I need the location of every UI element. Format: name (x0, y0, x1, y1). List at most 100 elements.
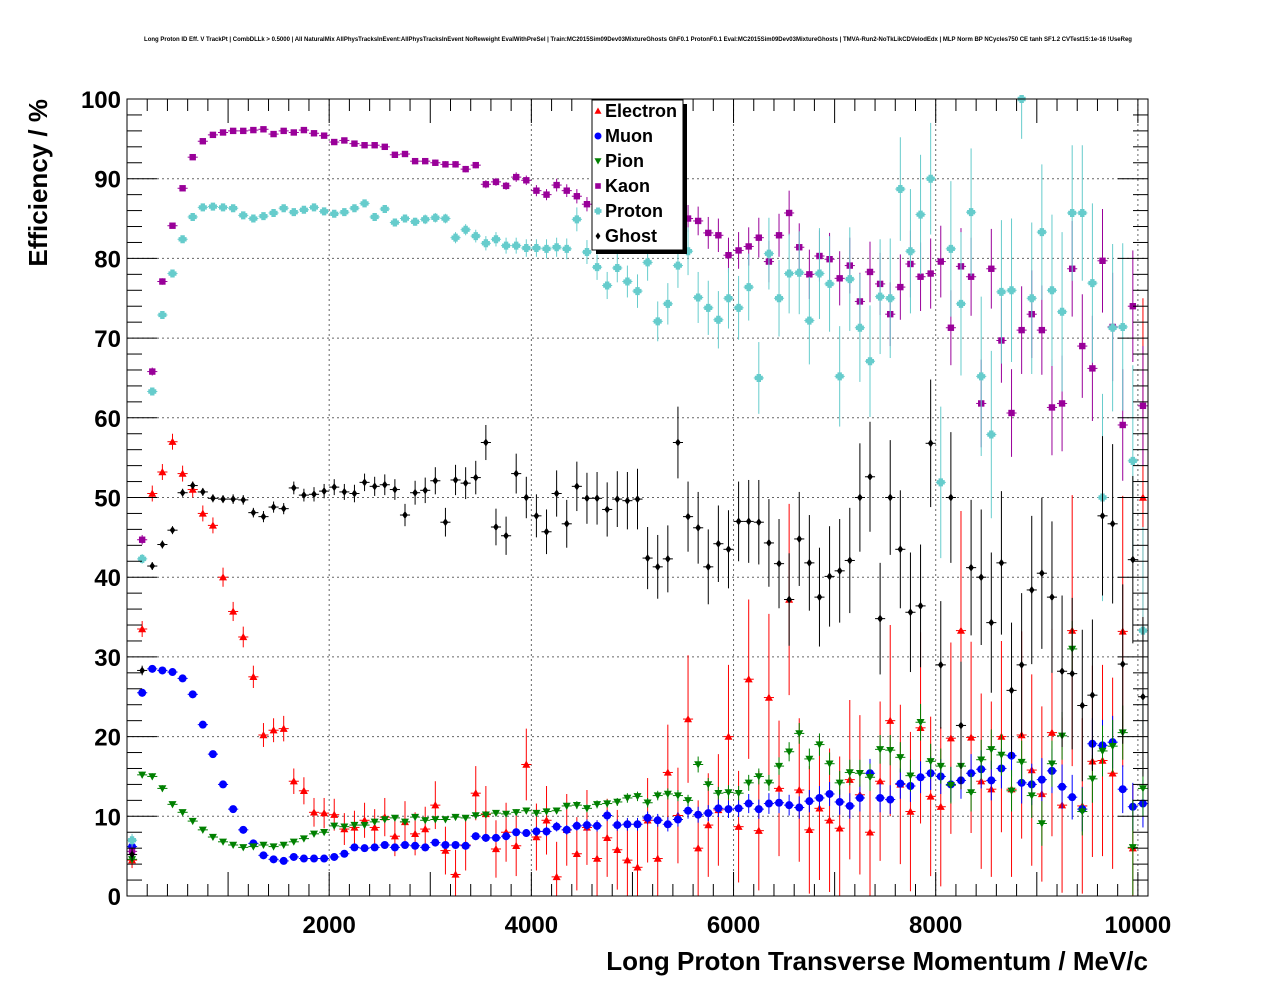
data-point (431, 816, 440, 824)
data-point (270, 130, 277, 138)
data-point (1089, 365, 1096, 372)
data-point (411, 841, 420, 850)
data-point (1108, 742, 1117, 751)
data-point (735, 517, 742, 526)
data-point (188, 690, 197, 699)
data-point (432, 159, 439, 166)
data-point (694, 810, 703, 819)
data-point (522, 829, 531, 838)
data-point (179, 185, 186, 192)
data-point (158, 467, 167, 476)
data-point (705, 562, 712, 571)
data-point (675, 438, 681, 447)
data-point (451, 233, 460, 242)
data-point (866, 268, 874, 276)
data-point (704, 821, 713, 829)
data-point (259, 851, 268, 860)
data-point (583, 201, 591, 208)
data-point (907, 608, 914, 617)
data-point (260, 512, 267, 521)
data-point (1018, 326, 1025, 334)
data-point (754, 826, 763, 834)
data-point (633, 793, 642, 801)
data-point (198, 720, 207, 729)
data-point (392, 485, 398, 494)
data-point (542, 816, 551, 824)
data-point (400, 818, 409, 826)
data-point (857, 493, 863, 502)
data-point (1007, 787, 1016, 795)
legend-label: Pion (605, 151, 644, 171)
data-point (593, 801, 602, 809)
data-point (786, 595, 792, 604)
data-point (624, 496, 631, 505)
data-point (1088, 775, 1097, 783)
data-point (391, 151, 399, 158)
y-tick-label: 10 (94, 804, 121, 831)
data-point (380, 816, 389, 824)
data-point (260, 126, 267, 133)
data-point (148, 773, 157, 781)
data-point (855, 770, 864, 778)
data-point (1047, 760, 1056, 768)
data-point (725, 545, 732, 554)
data-point (421, 817, 430, 825)
data-point (1119, 660, 1126, 669)
data-point (491, 844, 500, 853)
data-point (229, 841, 238, 849)
data-point (663, 299, 672, 308)
data-point (744, 779, 753, 787)
data-point (320, 809, 329, 817)
data-point (936, 762, 945, 771)
data-point (279, 204, 288, 213)
data-point (269, 726, 278, 734)
data-point (441, 816, 450, 824)
data-point (643, 799, 652, 807)
data-point (523, 493, 530, 502)
x-tick-label: 6000 (707, 912, 760, 939)
legend-entry-pion: Pion (594, 151, 644, 171)
data-point (572, 801, 581, 810)
data-point (694, 293, 703, 302)
data-point (896, 779, 905, 788)
data-point (694, 844, 703, 852)
data-point (845, 769, 854, 777)
data-point (876, 793, 885, 802)
data-point (1129, 303, 1137, 310)
data-series (127, 95, 1148, 896)
data-point (562, 825, 571, 834)
data-point (734, 303, 743, 312)
data-point (1027, 294, 1036, 303)
data-point (593, 263, 602, 272)
data-point (250, 126, 257, 134)
data-point (259, 212, 268, 221)
data-point (1058, 307, 1067, 316)
data-point (663, 768, 672, 776)
data-point (673, 261, 682, 270)
data-point (178, 235, 187, 244)
data-point (1088, 279, 1097, 288)
data-point (754, 773, 763, 781)
data-point (835, 824, 844, 832)
data-point (714, 315, 723, 324)
data-point (876, 777, 885, 785)
data-point (533, 511, 540, 520)
data-point (633, 863, 642, 871)
data-point (542, 244, 551, 253)
data-point (289, 208, 298, 217)
data-point (595, 183, 601, 189)
data-point (816, 593, 823, 602)
y-tick-label: 70 (94, 326, 121, 353)
data-point (714, 804, 723, 813)
data-point (714, 789, 723, 798)
data-point (178, 469, 187, 477)
data-point (613, 845, 622, 853)
data-point (603, 281, 612, 290)
data-point (562, 244, 571, 253)
data-point (451, 870, 460, 878)
data-point (1108, 323, 1117, 332)
data-point (785, 209, 793, 217)
data-point (552, 243, 561, 252)
data-point (502, 810, 511, 818)
data-point (1048, 404, 1056, 411)
